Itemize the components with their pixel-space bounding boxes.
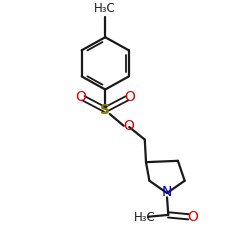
Text: O: O [187, 210, 198, 224]
Text: O: O [75, 90, 86, 104]
Text: O: O [123, 119, 134, 133]
Text: H₃C: H₃C [134, 212, 156, 224]
Text: O: O [124, 90, 136, 104]
Text: N: N [162, 185, 172, 199]
Text: H₃C: H₃C [94, 2, 116, 15]
Text: S: S [100, 103, 110, 117]
